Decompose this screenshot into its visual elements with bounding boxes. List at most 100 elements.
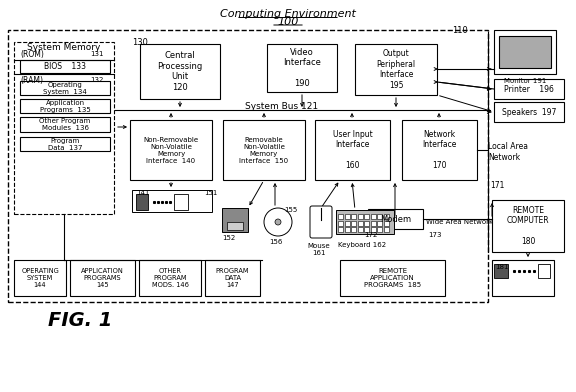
Text: 173: 173: [428, 232, 441, 238]
FancyBboxPatch shape: [358, 221, 362, 225]
Text: Non-Removable
Non-Volatile
Memory
Interface  140: Non-Removable Non-Volatile Memory Interf…: [143, 136, 199, 163]
FancyBboxPatch shape: [364, 221, 369, 225]
Text: Network
Interface

170: Network Interface 170: [422, 130, 457, 170]
Text: Wide Area Network: Wide Area Network: [426, 219, 493, 225]
FancyBboxPatch shape: [70, 260, 135, 296]
FancyBboxPatch shape: [344, 221, 350, 225]
Text: REMOTE
COMPUTER

180: REMOTE COMPUTER 180: [507, 206, 550, 246]
FancyBboxPatch shape: [310, 206, 332, 238]
Text: 172: 172: [364, 232, 377, 238]
Text: (RAM): (RAM): [20, 76, 43, 85]
FancyBboxPatch shape: [20, 137, 110, 151]
Text: Modem: Modem: [380, 214, 411, 223]
Text: Printer    196: Printer 196: [504, 85, 554, 94]
FancyBboxPatch shape: [174, 194, 188, 210]
FancyBboxPatch shape: [368, 209, 423, 229]
Text: 110: 110: [452, 25, 468, 34]
FancyBboxPatch shape: [351, 221, 356, 225]
Text: Computing Environment: Computing Environment: [220, 9, 356, 19]
FancyBboxPatch shape: [384, 214, 388, 219]
FancyBboxPatch shape: [377, 221, 382, 225]
FancyBboxPatch shape: [364, 227, 369, 232]
Text: REMOTE
APPLICATION
PROGRAMS  185: REMOTE APPLICATION PROGRAMS 185: [364, 268, 421, 288]
FancyBboxPatch shape: [494, 264, 508, 278]
FancyBboxPatch shape: [340, 260, 445, 296]
Text: Central
Processing
Unit
120: Central Processing Unit 120: [157, 51, 203, 92]
Text: Mouse
161: Mouse 161: [308, 243, 330, 256]
FancyBboxPatch shape: [494, 79, 564, 99]
FancyBboxPatch shape: [358, 214, 362, 219]
FancyBboxPatch shape: [136, 194, 148, 210]
Text: 132: 132: [90, 77, 103, 83]
Text: Application
Programs  135: Application Programs 135: [40, 100, 90, 113]
Text: 155: 155: [284, 207, 297, 213]
Text: 130: 130: [132, 38, 148, 47]
FancyBboxPatch shape: [355, 44, 437, 95]
Text: Output
Peripheral
Interface
195: Output Peripheral Interface 195: [377, 49, 415, 90]
FancyBboxPatch shape: [402, 120, 477, 180]
Text: Removable
Non-Volatile
Memory
Interface  150: Removable Non-Volatile Memory Interface …: [240, 136, 289, 163]
Text: Keyboard 162: Keyboard 162: [338, 242, 386, 248]
FancyBboxPatch shape: [14, 260, 66, 296]
FancyBboxPatch shape: [492, 200, 564, 252]
Text: 151: 151: [204, 190, 217, 196]
Text: Local Area
Network: Local Area Network: [488, 142, 528, 162]
FancyBboxPatch shape: [223, 120, 305, 180]
FancyBboxPatch shape: [205, 260, 260, 296]
FancyBboxPatch shape: [140, 44, 220, 99]
FancyBboxPatch shape: [364, 214, 369, 219]
Text: BIOS    133: BIOS 133: [44, 62, 86, 71]
Text: Speakers  197: Speakers 197: [502, 107, 556, 116]
FancyBboxPatch shape: [20, 60, 110, 73]
Text: Other Program
Modules  136: Other Program Modules 136: [39, 118, 90, 131]
Text: System Bus 121: System Bus 121: [245, 102, 318, 111]
FancyBboxPatch shape: [222, 208, 248, 232]
Circle shape: [264, 208, 292, 236]
FancyBboxPatch shape: [538, 264, 550, 278]
Text: Operating
System  134: Operating System 134: [43, 82, 87, 94]
FancyBboxPatch shape: [338, 214, 343, 219]
FancyBboxPatch shape: [336, 210, 394, 234]
Text: Program
Data  137: Program Data 137: [48, 138, 82, 151]
FancyBboxPatch shape: [377, 227, 382, 232]
Text: OTHER
PROGRAM
MODS. 146: OTHER PROGRAM MODS. 146: [151, 268, 188, 288]
FancyBboxPatch shape: [130, 120, 212, 180]
FancyBboxPatch shape: [344, 227, 350, 232]
FancyBboxPatch shape: [370, 214, 376, 219]
FancyBboxPatch shape: [377, 214, 382, 219]
Text: OPERATING
SYSTEM
144: OPERATING SYSTEM 144: [21, 268, 59, 288]
FancyBboxPatch shape: [384, 227, 388, 232]
Text: APPLICATION
PROGRAMS
145: APPLICATION PROGRAMS 145: [81, 268, 124, 288]
Text: Video
Interface

190: Video Interface 190: [283, 48, 321, 88]
FancyBboxPatch shape: [227, 222, 243, 230]
FancyBboxPatch shape: [351, 214, 356, 219]
Text: 171: 171: [490, 180, 505, 189]
Text: 131: 131: [90, 51, 104, 57]
Text: 100: 100: [277, 17, 299, 27]
Circle shape: [275, 219, 281, 225]
FancyBboxPatch shape: [358, 227, 362, 232]
FancyBboxPatch shape: [315, 120, 390, 180]
FancyBboxPatch shape: [20, 81, 110, 95]
FancyBboxPatch shape: [492, 260, 554, 296]
FancyBboxPatch shape: [351, 227, 356, 232]
FancyBboxPatch shape: [494, 30, 556, 74]
Text: 152: 152: [222, 235, 235, 241]
Text: Monitor 191: Monitor 191: [504, 78, 546, 84]
Text: (ROM): (ROM): [20, 49, 44, 58]
Text: 181: 181: [495, 264, 509, 270]
Text: 156: 156: [269, 239, 282, 245]
Text: FIG. 1: FIG. 1: [48, 310, 112, 330]
FancyBboxPatch shape: [370, 227, 376, 232]
FancyBboxPatch shape: [338, 227, 343, 232]
FancyBboxPatch shape: [267, 44, 337, 92]
FancyBboxPatch shape: [132, 190, 212, 212]
FancyBboxPatch shape: [384, 221, 388, 225]
FancyBboxPatch shape: [370, 221, 376, 225]
Text: 141: 141: [136, 190, 149, 196]
FancyBboxPatch shape: [494, 102, 564, 122]
FancyBboxPatch shape: [20, 117, 110, 132]
Text: System Memory: System Memory: [27, 42, 101, 51]
Text: User Input
Interface

160: User Input Interface 160: [332, 130, 372, 170]
FancyBboxPatch shape: [338, 221, 343, 225]
